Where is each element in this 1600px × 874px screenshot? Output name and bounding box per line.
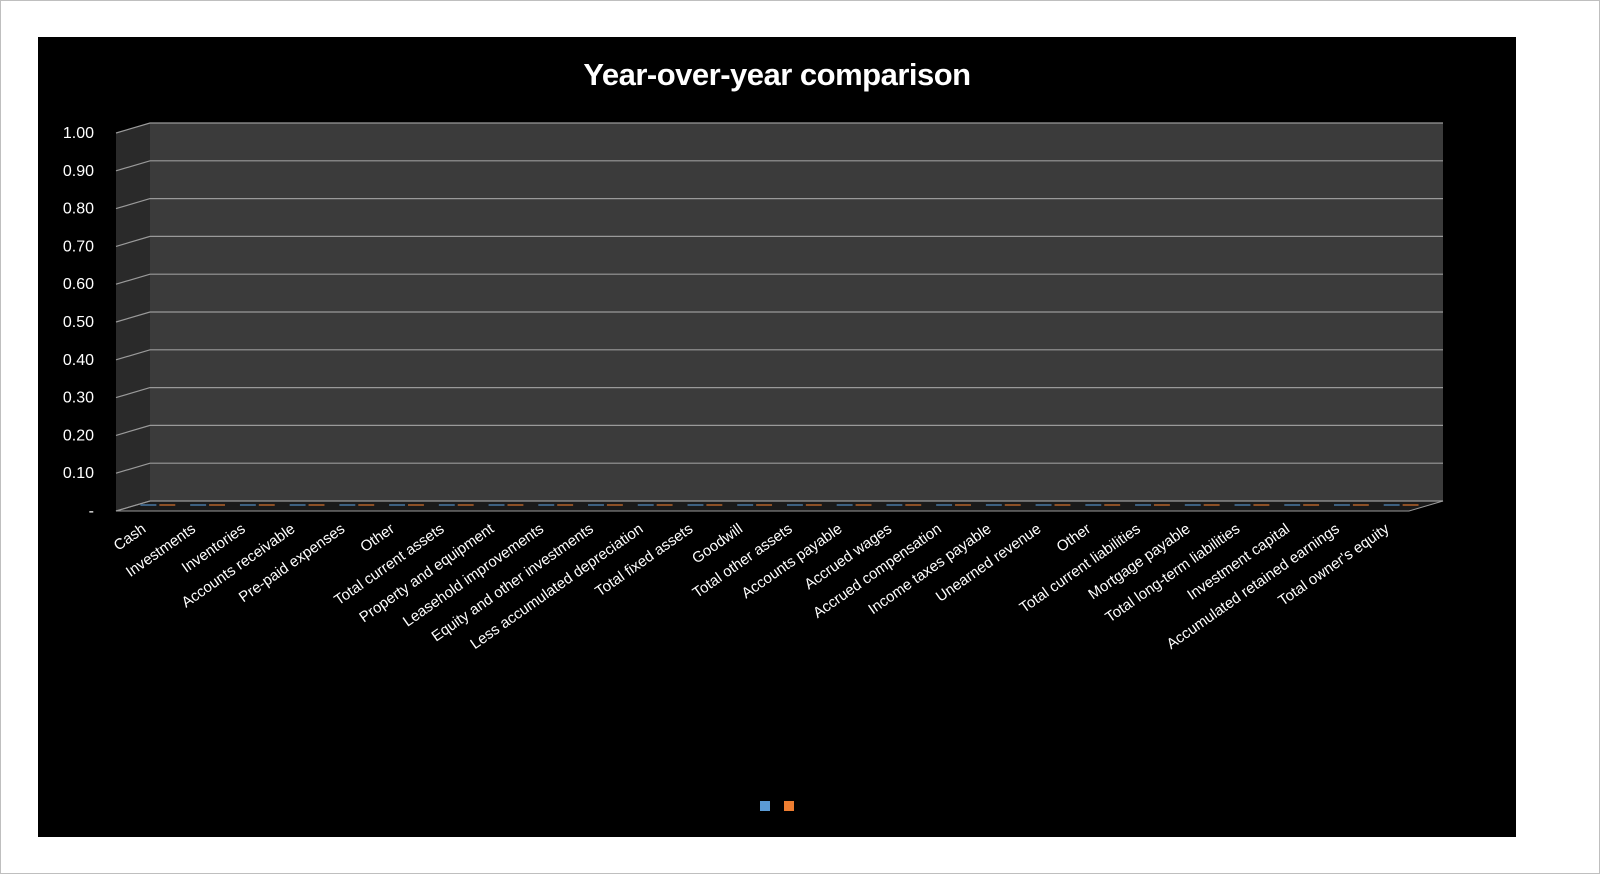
bar [985,504,1002,506]
bar [886,504,903,506]
gridline [115,387,1443,399]
bar [905,504,922,506]
y-axis-ticks: - 0.10 0.20 0.30 0.40 0.50 0.60 0.70 0.80 0.90 1.0… [63,125,94,520]
gridline [115,235,1443,247]
bar [1284,504,1301,506]
bar [1234,504,1251,506]
gridline [115,349,1443,361]
bar [1352,504,1369,506]
bar [389,504,406,506]
y-tick-label: 1.00 [63,125,94,142]
bar [606,504,623,506]
y-tick-label: 0.10 [63,465,94,482]
bar [1035,504,1052,506]
bar [1004,504,1021,506]
gridline [115,198,1443,210]
bar [538,504,555,506]
bar [1135,504,1151,506]
gridline [115,160,1443,172]
bar [140,504,157,506]
y-tick-label: - [89,503,94,520]
bar [786,504,803,506]
chart-area[interactable]: Year-over-year comparison - 0.10 0.20 0.30 0… [38,37,1516,837]
bar [1085,504,1102,506]
gridlines [115,122,1443,512]
y-tick-label: 0.90 [63,163,94,180]
bar [737,504,754,506]
bar [209,504,226,506]
plot-area: - 0.10 0.20 0.30 0.40 0.50 0.60 0.70 0.80 0.90 1.0… [63,122,1444,653]
bar [1253,504,1270,506]
bar [308,504,325,506]
bar [1303,504,1320,506]
y-tick-label: 0.40 [63,352,94,369]
bar [687,504,704,506]
bar [190,504,207,506]
bar [159,504,176,506]
legend-swatch [760,801,770,811]
bar [557,504,574,506]
y-tick-label: 0.20 [63,427,94,444]
y-tick-label: 0.30 [63,390,94,407]
bar [1333,504,1350,506]
chart-walls [115,123,1444,512]
gridline [115,311,1443,323]
bar [656,504,673,506]
chart-title: Year-over-year comparison [583,57,971,92]
bar [1153,504,1170,506]
gridline [115,122,1443,134]
bar [706,504,723,506]
legend-swatch [784,801,794,811]
bar [855,504,872,506]
bar [1402,504,1419,506]
x-category-label: Other [1054,520,1094,555]
bar [805,504,822,506]
bar [507,504,524,506]
y-tick-label: 0.70 [63,238,94,255]
bar [955,504,971,506]
bar [637,504,654,506]
bar [1104,504,1121,506]
x-category-label: Other [357,520,397,555]
bar [1203,504,1220,506]
bar [457,504,474,506]
bar [588,504,604,506]
bar [239,504,256,506]
bar [358,504,375,506]
y-tick-label: 0.50 [63,314,94,331]
bar [936,504,953,506]
gridline [115,462,1443,474]
bar [836,504,853,506]
bar [339,504,356,506]
gridline [115,424,1443,436]
y-tick-label: 0.80 [63,201,94,218]
gridline [115,273,1443,285]
bars [140,504,1419,506]
bar [438,504,455,506]
bar [756,504,773,506]
bar [488,504,505,506]
legend [38,801,1516,811]
bar [258,504,275,506]
x-category-label: Cash [111,520,149,554]
bar [408,504,424,506]
bar [1184,504,1201,506]
bar [289,504,306,506]
bar [1054,504,1071,506]
y-tick-label: 0.60 [63,276,94,293]
bar [1383,504,1400,506]
gridline [115,500,1443,512]
